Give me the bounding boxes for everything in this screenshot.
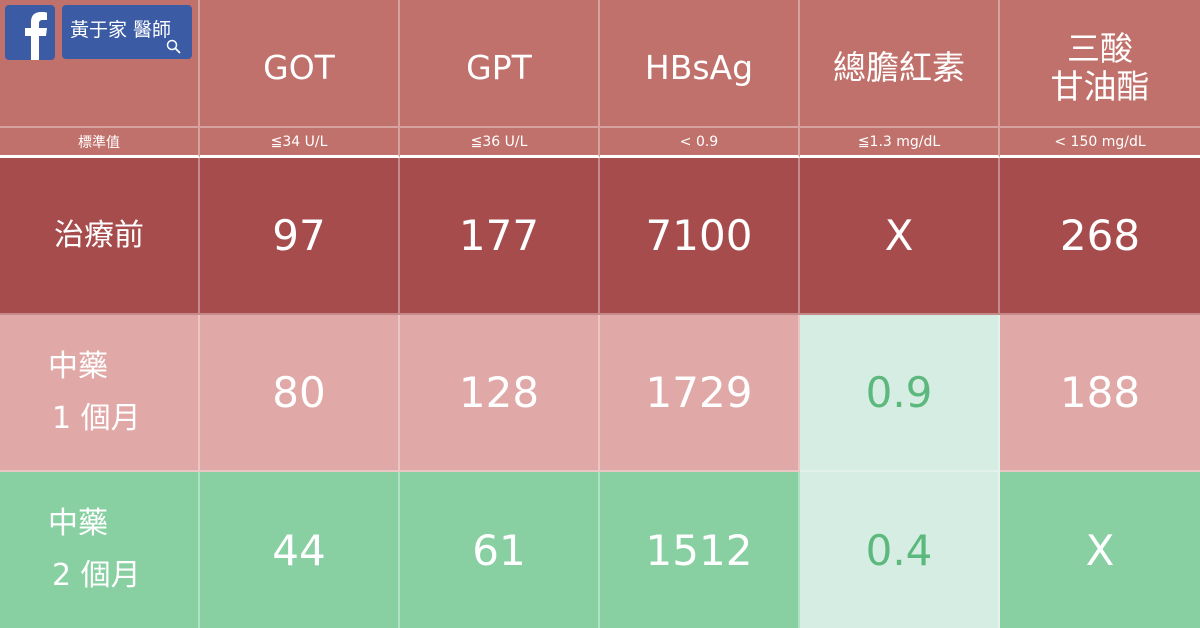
- value-cell: 268: [1000, 158, 1200, 315]
- value-cell: 97: [200, 158, 400, 315]
- column-header: GOT: [200, 0, 400, 128]
- value: 0.4: [865, 525, 933, 575]
- column-header-text: 總膽紅素: [833, 48, 965, 87]
- standard-label-cell: 標準值: [0, 128, 200, 158]
- badge-label: 黃于家 醫師: [62, 5, 192, 59]
- column-header-text: 三酸: [1067, 29, 1133, 68]
- row-label: 1 個月: [52, 400, 141, 436]
- column-header-text: 甘油酯: [1050, 67, 1150, 106]
- row-label: 2 個月: [52, 558, 141, 593]
- value: 61: [472, 525, 526, 575]
- column-header-text: GPT: [466, 48, 532, 87]
- value-cell: 0.4: [800, 472, 1000, 628]
- row-label-cell: 中藥 2 個月: [0, 472, 200, 628]
- column-header-text: HBsAg: [644, 48, 754, 87]
- value-cell: 1512: [600, 472, 800, 628]
- facebook-logo: [5, 5, 55, 60]
- standard-value: < 150 mg/dL: [1054, 133, 1146, 150]
- standard-cell: ≦1.3 mg/dL: [800, 128, 1000, 158]
- standard-value: < 0.9: [679, 133, 719, 150]
- column-header-text: GOT: [263, 48, 335, 87]
- standard-value: ≦1.3 mg/dL: [857, 133, 941, 150]
- value: 80: [272, 368, 326, 417]
- value: 0.9: [865, 368, 933, 417]
- column-header: 三酸 甘油酯: [1000, 0, 1200, 128]
- row-label-cell: 中藥 1 個月: [0, 315, 200, 472]
- value: 268: [1059, 211, 1141, 260]
- standard-cell: < 150 mg/dL: [1000, 128, 1200, 158]
- value: 188: [1059, 368, 1141, 417]
- doctor-badge: 黃于家 醫師: [5, 5, 192, 60]
- value-cell: 128: [400, 315, 600, 472]
- value-cell: 1729: [600, 315, 800, 472]
- standard-value: ≦34 U/L: [270, 133, 328, 150]
- standard-cell: ≦34 U/L: [200, 128, 400, 158]
- standard-cell: ≦36 U/L: [400, 128, 600, 158]
- row-label: 中藥: [48, 348, 108, 384]
- column-header: HBsAg: [600, 0, 800, 128]
- row-label: 中藥: [48, 506, 108, 541]
- value: 7100: [645, 211, 753, 260]
- value: X: [884, 211, 914, 260]
- value: 97: [272, 211, 326, 260]
- value: X: [1085, 525, 1115, 575]
- column-header: 總膽紅素: [800, 0, 1000, 128]
- value-cell: 0.9: [800, 315, 1000, 472]
- value-cell: 44: [200, 472, 400, 628]
- row-label-cell: 治療前: [0, 158, 200, 315]
- value: 177: [458, 211, 540, 260]
- value: 1729: [645, 368, 753, 417]
- value-cell: 7100: [600, 158, 800, 315]
- standard-label: 標準值: [78, 134, 120, 151]
- value-cell: 188: [1000, 315, 1200, 472]
- value: 128: [458, 368, 540, 417]
- search-icon: [166, 39, 181, 54]
- column-header: GPT: [400, 0, 600, 128]
- value-cell: 177: [400, 158, 600, 315]
- standard-cell: < 0.9: [600, 128, 800, 158]
- value-cell: 61: [400, 472, 600, 628]
- value-cell: X: [800, 158, 1000, 315]
- value-cell: X: [1000, 472, 1200, 628]
- value-cell: 80: [200, 315, 400, 472]
- value: 44: [272, 525, 326, 575]
- value: 1512: [645, 525, 753, 575]
- badge-text: 黃于家 醫師: [70, 19, 172, 41]
- standard-value: ≦36 U/L: [470, 133, 528, 150]
- row-label: 治療前: [54, 217, 144, 253]
